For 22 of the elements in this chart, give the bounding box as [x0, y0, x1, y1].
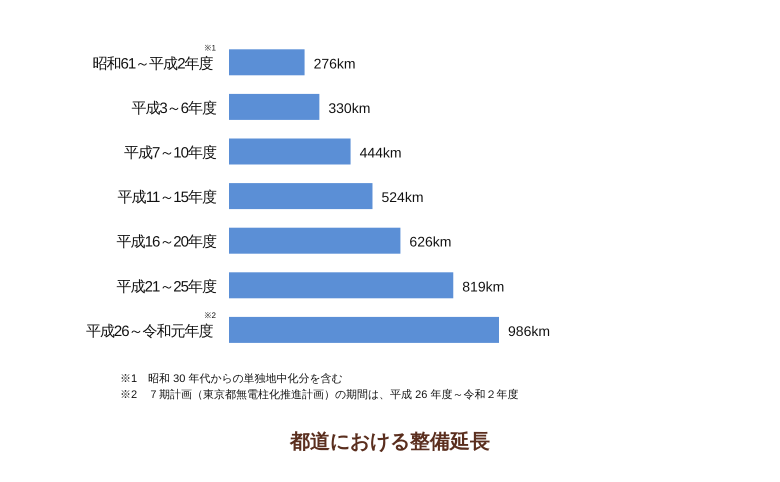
data-label: 819km: [462, 278, 504, 294]
bar: [229, 94, 320, 120]
y-tick-label: 平成7～10年度: [124, 144, 217, 162]
bar: [229, 272, 454, 298]
y-tick-label: 平成3～6年度: [131, 100, 217, 117]
text: ※1 昭和 30 年代からの単独地中化分を含む: [120, 372, 342, 385]
y-tick-label: 平成21～25年度: [116, 278, 217, 296]
y-tick-label: 平成11～15年度: [118, 189, 217, 206]
data-label: 986km: [508, 322, 550, 339]
data-label: 276km: [314, 55, 356, 72]
y-tick-label: 平成16～20年度: [116, 234, 217, 251]
bar: [229, 49, 305, 76]
data-label: 524km: [381, 189, 424, 206]
data-label: 626km: [409, 234, 452, 250]
data-label: 444km: [360, 144, 402, 160]
text: 都道における整備延長: [289, 431, 490, 453]
bar: [229, 183, 372, 210]
data-label: 330km: [328, 100, 370, 116]
text: ※2 ７期計画（東京都無電柱化推進計画）の期間は、平成 26 年度～令和２年度: [120, 388, 518, 401]
bar: [229, 138, 351, 164]
bar: [229, 228, 400, 254]
bar: [229, 316, 499, 343]
